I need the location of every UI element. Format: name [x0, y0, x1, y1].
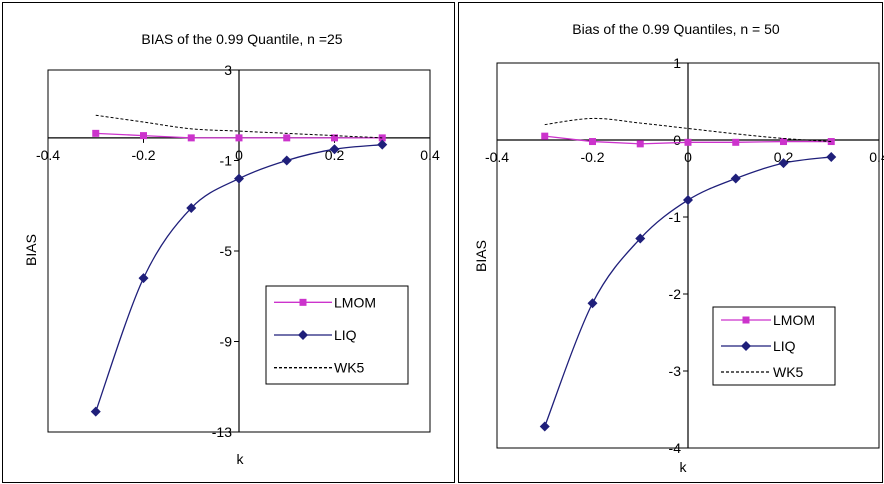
point-liq	[377, 139, 388, 150]
y-tick-label: -1	[220, 153, 233, 169]
point-lmom	[589, 138, 596, 146]
point-liq	[539, 421, 550, 432]
chart-frame	[2, 2, 455, 483]
point-liq	[90, 406, 101, 417]
legend-label-wk5: WK5	[773, 364, 804, 380]
chart-1: BIAS of the 0.99 Quantile, n =25 -0.4 -0.2…	[2, 2, 455, 483]
x-tick-label: 0.2	[774, 149, 794, 165]
point-lmom	[331, 134, 338, 142]
point-lmom	[732, 138, 740, 146]
y-tick-label: 1	[673, 55, 681, 71]
y-tick-label: 3	[224, 62, 232, 78]
point-liq	[186, 203, 197, 214]
x-tick-label: -0.2	[131, 147, 155, 163]
x-axis-label: k	[237, 451, 245, 467]
y-tick-label: 0	[673, 132, 681, 148]
point-lmom	[636, 140, 644, 148]
point-liq	[826, 151, 837, 162]
legend-marker	[299, 298, 307, 306]
point-lmom	[235, 134, 243, 142]
chart-title: Bias of the 0.99 Quantiles, n = 50	[572, 21, 780, 37]
legend-label-lmom: LMOM	[334, 294, 376, 310]
x-tick-label: 0.2	[325, 147, 345, 163]
point-liq	[778, 158, 789, 169]
x-tick-label: 0	[684, 149, 692, 165]
y-axis-label: BIAS	[23, 234, 39, 266]
legend-label-liq: LIQ	[334, 327, 357, 343]
x-tick-label: 0.4	[420, 147, 440, 163]
y-tick-label: -2	[669, 286, 682, 302]
y-tick-label: -5	[220, 243, 233, 259]
legend-label-liq: LIQ	[773, 338, 796, 354]
x-axis-label: k	[680, 459, 688, 475]
point-lmom	[92, 129, 100, 137]
legend-marker	[741, 341, 751, 351]
point-liq	[329, 144, 340, 155]
x-tick-label: 0.4	[869, 149, 884, 165]
y-tick-label: -3	[669, 363, 682, 379]
point-liq	[730, 173, 741, 184]
point-lmom	[187, 134, 195, 142]
x-tick-label: -0.4	[36, 147, 60, 163]
legend-label-lmom: LMOM	[773, 312, 815, 328]
point-liq	[281, 155, 292, 166]
chart-title: BIAS of the 0.99 Quantile, n =25	[141, 31, 342, 47]
point-liq	[234, 173, 244, 184]
y-tick-label: -4	[669, 440, 682, 456]
point-liq	[138, 273, 149, 284]
point-lmom	[140, 132, 147, 140]
x-tick-label: -0.2	[580, 149, 604, 165]
legend-label-wk5: WK5	[334, 360, 365, 376]
y-axis-label: BIAS	[473, 240, 489, 272]
point-lmom	[827, 138, 835, 146]
chart-frame	[458, 2, 883, 483]
y-tick-label: -9	[220, 334, 233, 350]
series-line-wk5	[544, 117, 832, 143]
point-lmom	[283, 134, 291, 142]
chart-2: Bias of the 0.99 Quantiles, n = 50 -0.4 -0…	[458, 2, 884, 483]
x-tick-label: 0	[235, 147, 243, 163]
y-tick-label: -1	[669, 209, 682, 225]
point-liq	[683, 195, 693, 206]
point-liq	[635, 233, 646, 244]
legend-marker	[742, 316, 750, 324]
point-lmom	[780, 138, 787, 146]
x-tick-label: -0.4	[485, 149, 509, 165]
y-tick-label: -13	[212, 424, 232, 440]
point-lmom	[684, 138, 692, 146]
point-lmom	[541, 132, 549, 140]
point-liq	[587, 298, 598, 309]
legend-marker	[298, 330, 308, 340]
